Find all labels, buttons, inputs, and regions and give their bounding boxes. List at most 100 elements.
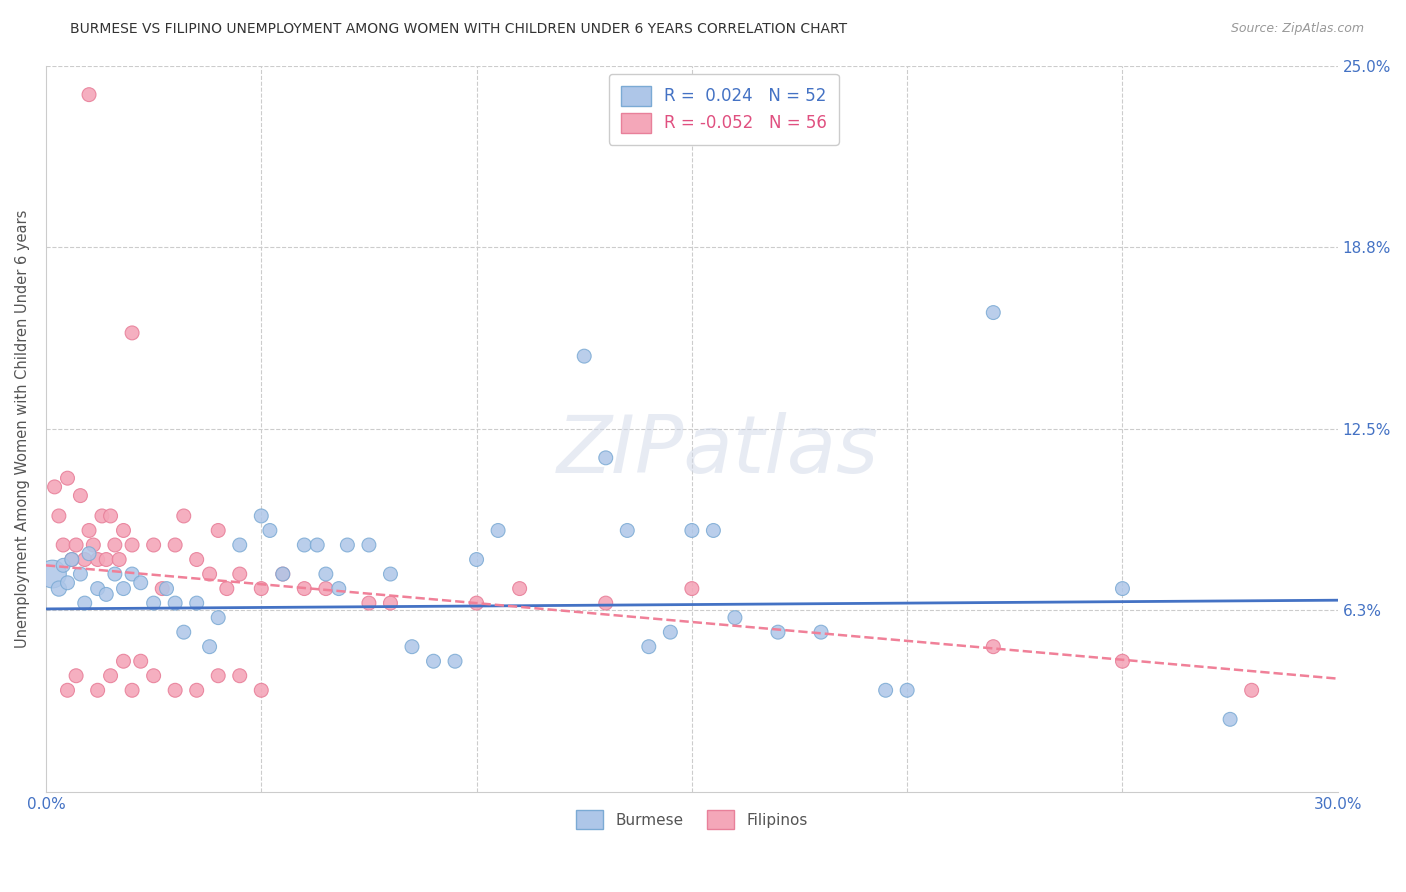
Point [65, 538, 87, 552]
Point [86, 683, 108, 698]
Point [121, 567, 143, 582]
Point [121, 326, 143, 340]
Point [77, 524, 100, 538]
Point [198, 640, 221, 654]
Point [52, 538, 75, 552]
Point [73, 596, 96, 610]
Point [173, 625, 195, 640]
Point [229, 669, 252, 683]
Point [509, 582, 531, 596]
Point [48, 582, 70, 596]
Point [82, 538, 104, 552]
Point [292, 538, 315, 552]
Point [65, 669, 87, 683]
Point [69, 489, 91, 503]
Point [100, 508, 122, 523]
Point [229, 567, 252, 582]
Point [486, 524, 509, 538]
Point [186, 596, 208, 610]
Point [981, 305, 1004, 319]
Point [207, 524, 229, 538]
Point [207, 610, 229, 624]
Point [56, 683, 79, 698]
Point [186, 552, 208, 566]
Text: BURMESE VS FILIPINO UNEMPLOYMENT AMONG WOMEN WITH CHILDREN UNDER 6 YEARS CORRELA: BURMESE VS FILIPINO UNEMPLOYMENT AMONG W… [70, 22, 848, 37]
Point [307, 538, 329, 552]
Point [1111, 582, 1133, 596]
Point [41, 567, 63, 582]
Point [401, 640, 423, 654]
Point [100, 669, 122, 683]
Legend: Burmese, Filipinos: Burmese, Filipinos [569, 805, 814, 835]
Point [86, 582, 108, 596]
Point [981, 640, 1004, 654]
Point [96, 587, 118, 601]
Point [60, 552, 83, 566]
Point [681, 524, 703, 538]
Point [155, 582, 177, 596]
Point [357, 596, 380, 610]
Point [336, 538, 359, 552]
Point [91, 508, 114, 523]
Point [48, 508, 70, 523]
Point [108, 552, 131, 566]
Point [637, 640, 659, 654]
Point [207, 669, 229, 683]
Point [595, 596, 617, 610]
Point [121, 538, 143, 552]
Point [616, 524, 638, 538]
Point [702, 524, 724, 538]
Point [44, 480, 66, 494]
Point [250, 582, 273, 596]
Point [77, 547, 100, 561]
Point [86, 552, 108, 566]
Point [229, 538, 252, 552]
Point [1111, 654, 1133, 668]
Point [292, 582, 315, 596]
Text: Source: ZipAtlas.com: Source: ZipAtlas.com [1230, 22, 1364, 36]
Point [250, 508, 273, 523]
Point [259, 524, 281, 538]
Point [465, 552, 488, 566]
Point [112, 654, 135, 668]
Point [142, 596, 165, 610]
Point [357, 538, 380, 552]
Point [60, 552, 83, 566]
Point [77, 87, 100, 102]
Y-axis label: Unemployment Among Women with Children Under 6 years: Unemployment Among Women with Children U… [15, 210, 30, 648]
Point [121, 683, 143, 698]
Point [165, 538, 187, 552]
Point [150, 582, 173, 596]
Point [681, 582, 703, 596]
Point [104, 567, 127, 582]
Point [574, 349, 596, 363]
Point [766, 625, 789, 640]
Point [315, 582, 337, 596]
Point [595, 450, 617, 465]
Point [52, 558, 75, 573]
Point [186, 683, 208, 698]
Point [112, 524, 135, 538]
Point [56, 575, 79, 590]
Point [69, 567, 91, 582]
Point [173, 508, 195, 523]
Point [129, 654, 152, 668]
Point [1240, 683, 1263, 698]
Point [465, 596, 488, 610]
Point [165, 596, 187, 610]
Text: ZIPatlas: ZIPatlas [557, 411, 879, 490]
Point [1219, 712, 1241, 726]
Point [129, 575, 152, 590]
Point [875, 683, 897, 698]
Point [896, 683, 918, 698]
Point [315, 567, 337, 582]
Point [250, 683, 273, 698]
Point [810, 625, 832, 640]
Point [328, 582, 350, 596]
Point [271, 567, 294, 582]
Point [422, 654, 444, 668]
Point [444, 654, 467, 668]
Point [271, 567, 294, 582]
Point [73, 552, 96, 566]
Point [165, 683, 187, 698]
